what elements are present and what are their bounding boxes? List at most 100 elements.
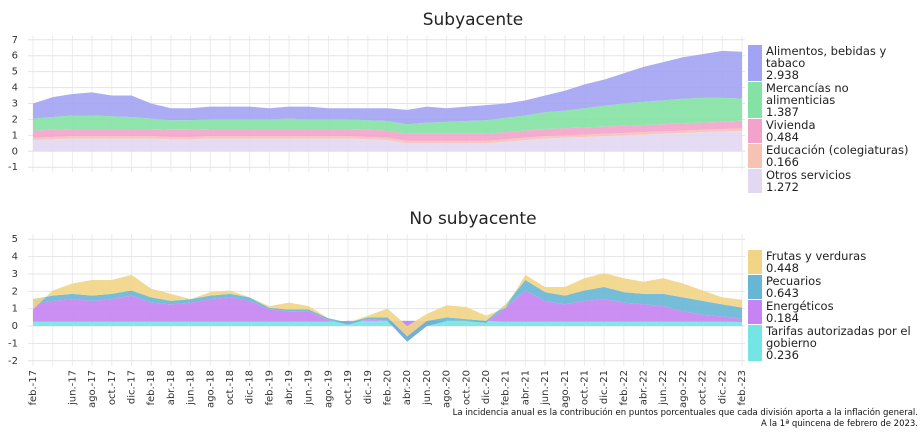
legend-label: Tarifas autorizadas por el gobierno (766, 324, 911, 350)
chart-title: No subyacente (409, 209, 536, 229)
x-tick-label: feb.-18 (146, 370, 157, 406)
legend-item: Educación (colegiaturas) 0.166 (748, 144, 920, 168)
legend-value: 0.643 (766, 286, 799, 300)
legend-label: Mercancías no alimenticias (766, 81, 849, 107)
legend-text: Vivienda 0.484 (766, 119, 816, 143)
x-tick-label: jun.-20 (422, 370, 433, 406)
area (33, 131, 742, 152)
legend-item: Alimentos, bebidas y tabaco 2.938 (748, 45, 920, 81)
y-tick-label: 4 (12, 252, 18, 263)
x-tick-label: ago.-18 (205, 370, 216, 408)
x-tick-label: feb.-22 (619, 370, 630, 406)
x-tick-label: ago.-21 (560, 370, 571, 408)
y-tick-label: -1 (8, 162, 18, 173)
legend-swatch (748, 169, 762, 193)
legend-swatch (748, 144, 762, 168)
legend-swatch (748, 119, 762, 143)
legend-label: Vivienda (766, 118, 816, 132)
y-tick-label: 4 (12, 83, 18, 94)
legend-swatch (748, 275, 762, 299)
legend-value: 0.448 (766, 261, 799, 275)
x-tick-label: ago.-20 (442, 370, 453, 408)
area (33, 320, 742, 327)
x-tick-label: dic.-21 (599, 370, 610, 404)
x-tick-label: oct.-20 (461, 370, 472, 405)
x-tick-label: abr.-20 (402, 370, 413, 405)
legend-item: Tarifas autorizadas por el gobierno 0.236 (748, 325, 920, 361)
x-tick-label: jun.-21 (540, 370, 551, 406)
y-tick-label: 1 (12, 130, 18, 141)
legend-text: Otros servicios 1.272 (766, 169, 851, 193)
x-tick-label: oct.-21 (579, 370, 590, 405)
x-tick-label: oct.-18 (225, 370, 236, 405)
x-tick-label: dic.-17 (126, 370, 137, 404)
legend-item: Mercancías no alimenticias 1.387 (748, 82, 920, 118)
y-tick-label: -1 (8, 338, 18, 349)
legend-label: Energéticos (766, 299, 834, 313)
legend-item: Pecuarios 0.643 (748, 275, 920, 299)
x-tick-label: abr.-19 (284, 370, 295, 405)
legend-label: Otros servicios (766, 168, 852, 182)
legend-label: Alimentos, bebidas y tabaco (766, 44, 887, 70)
x-tick-label: jun.-19 (304, 370, 315, 406)
area (33, 273, 742, 337)
area (33, 50, 742, 125)
x-tick-label: oct.-17 (107, 370, 118, 405)
x-tick-label: oct.-19 (343, 370, 354, 405)
x-tick-label: feb.-20 (383, 370, 394, 406)
x-tick-label: dic.-20 (481, 370, 492, 404)
legend-swatch (748, 82, 762, 118)
area (33, 120, 742, 141)
x-tick-label: feb.-17 (28, 370, 39, 406)
legend-label: Pecuarios (766, 274, 822, 288)
legend-text: Pecuarios 0.643 (766, 275, 821, 299)
y-tick-label: 3 (12, 99, 18, 110)
x-tick-label: feb.-23 (737, 370, 748, 406)
legend-item: Energéticos 0.184 (748, 300, 920, 324)
legend-text: Educación (colegiaturas) 0.166 (766, 144, 908, 168)
area (33, 290, 742, 342)
legend-value: 0.236 (766, 348, 799, 362)
legend-text: Frutas y verduras 0.448 (766, 250, 866, 274)
chart-title: Subyacente (423, 10, 524, 30)
legend-value: 2.938 (766, 68, 799, 82)
legend-label: Educación (colegiaturas) (766, 143, 909, 157)
y-tick-label: 5 (12, 67, 18, 78)
legend-text: Tarifas autorizadas por el gobierno 0.236 (766, 325, 920, 361)
x-tick-label: dic.-22 (717, 370, 728, 404)
x-tick-label: jun.-18 (186, 370, 197, 406)
legend-item: Vivienda 0.484 (748, 119, 920, 143)
x-tick-label: abr.-22 (639, 370, 650, 405)
x-tick-label: ago.-19 (323, 370, 334, 408)
legend: Alimentos, bebidas y tabaco 2.938 Mercancí… (748, 45, 920, 194)
legend-text: Mercancías no alimenticias 1.387 (766, 82, 920, 118)
area (33, 97, 742, 134)
legend: Frutas y verduras 0.448 Pecuarios 0.643 Ener… (748, 250, 920, 362)
legend-value: 1.387 (766, 105, 799, 119)
legend-swatch (748, 250, 762, 274)
x-tick-label: abr.-18 (166, 370, 177, 405)
legend-item: Otros servicios 1.272 (748, 169, 920, 193)
area (33, 128, 742, 144)
footnote: La incidencia anual es la contribución e… (452, 408, 918, 418)
legend-text: Alimentos, bebidas y tabaco 2.938 (766, 45, 920, 81)
y-tick-label: 2 (12, 286, 18, 297)
x-tick-label: feb.-21 (501, 370, 512, 406)
legend-value: 0.184 (766, 311, 799, 325)
x-tick-label: dic.-18 (245, 370, 256, 404)
x-tick-label: feb.-19 (264, 370, 275, 406)
legend-text: Energéticos 0.184 (766, 300, 834, 324)
legend-value: 0.484 (766, 130, 799, 144)
y-tick-label: 0 (12, 321, 18, 332)
y-tick-label: 5 (12, 234, 18, 245)
x-tick-label: oct.-22 (698, 370, 709, 405)
y-tick-label: 1 (12, 304, 18, 315)
x-tick-label: jun.-17 (67, 370, 78, 406)
legend-item: Frutas y verduras 0.448 (748, 250, 920, 274)
legend-value: 1.272 (766, 180, 799, 194)
legend-value: 0.166 (766, 155, 799, 169)
footnote: A la 1ª quincena de febrero de 2023. (761, 419, 918, 429)
y-tick-label: 7 (12, 35, 18, 46)
legend-swatch (748, 45, 762, 81)
